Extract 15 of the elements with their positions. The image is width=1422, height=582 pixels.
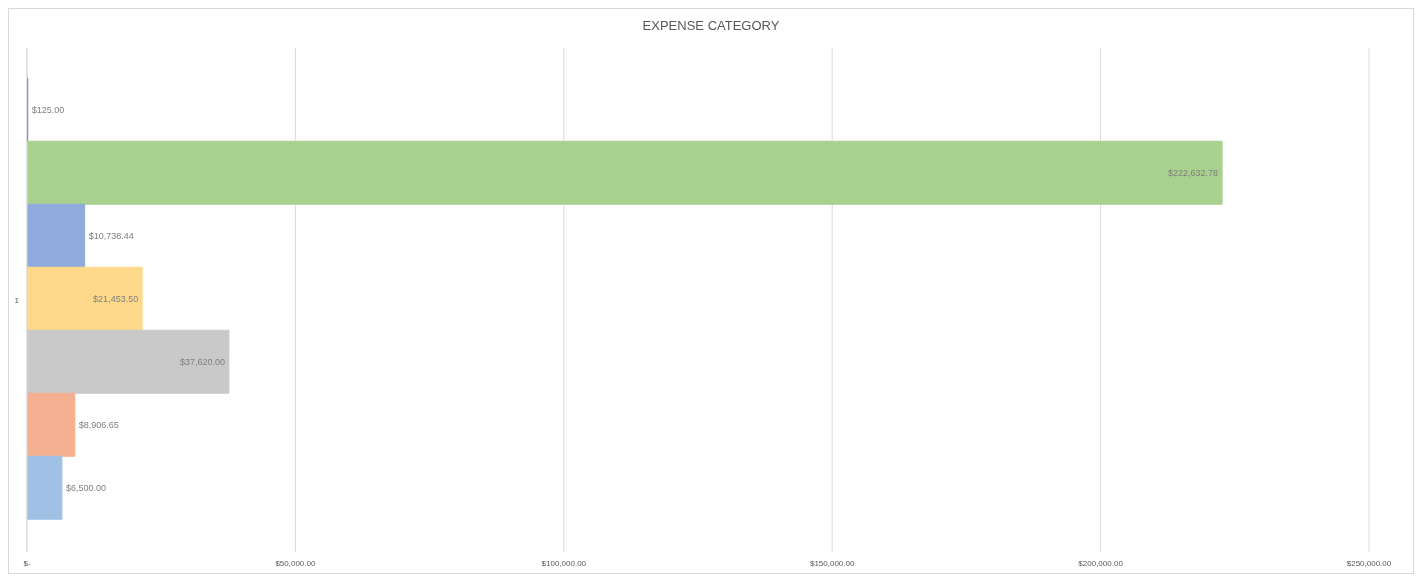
data-label: $125.00: [31, 104, 65, 115]
data-label: $6,500.00: [65, 482, 106, 493]
data-label: $10,738.44: [88, 230, 134, 241]
chart-title: EXPENSE CATEGORY: [641, 17, 781, 35]
data-label: $222,632.78: [1168, 167, 1219, 178]
data-label: $21,453.50: [93, 293, 139, 304]
x-tick-label: $100,000.00: [541, 558, 587, 568]
y-tick-label: 1: [14, 295, 20, 305]
x-tick-label: $150,000.00: [809, 558, 855, 568]
x-tick-label: $50,000.00: [275, 558, 316, 568]
x-tick-label: $200,000.00: [1078, 558, 1124, 568]
data-label: $8,906.65: [78, 419, 119, 430]
data-label: $37,620.00: [179, 356, 225, 367]
x-tick-label: $-: [23, 558, 31, 568]
x-tick-label: $250,000.00: [1346, 558, 1392, 568]
